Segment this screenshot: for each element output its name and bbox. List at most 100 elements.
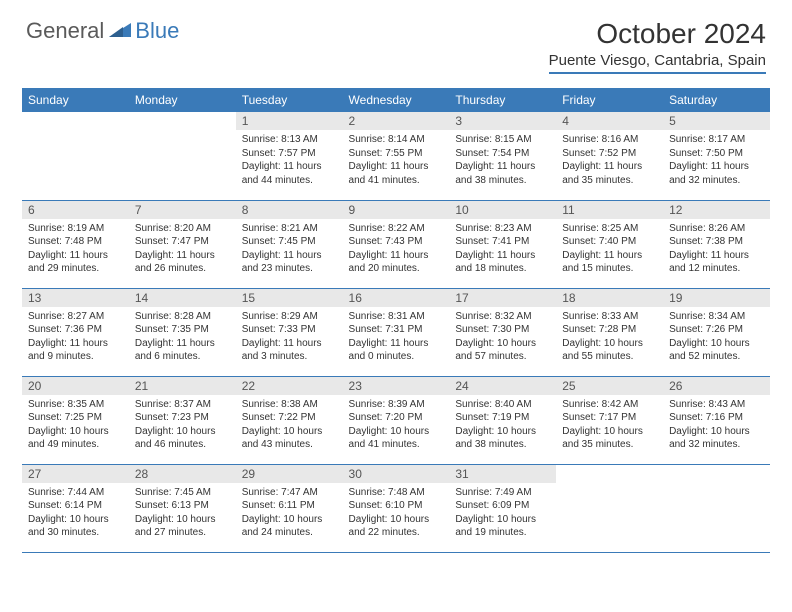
calendar-day-cell: 10Sunrise: 8:23 AMSunset: 7:41 PMDayligh… [449, 200, 556, 288]
weekday-header: Tuesday [236, 88, 343, 112]
calendar-day-cell: 20Sunrise: 8:35 AMSunset: 7:25 PMDayligh… [22, 376, 129, 464]
day-number: 2 [343, 112, 450, 130]
calendar-row: 6Sunrise: 8:19 AMSunset: 7:48 PMDaylight… [22, 200, 770, 288]
calendar-day-cell: 3Sunrise: 8:15 AMSunset: 7:54 PMDaylight… [449, 112, 556, 200]
logo-text-blue: Blue [135, 18, 179, 44]
day-details: Sunrise: 7:49 AMSunset: 6:09 PMDaylight:… [449, 483, 556, 543]
day-number: 20 [22, 377, 129, 395]
day-details: Sunrise: 7:45 AMSunset: 6:13 PMDaylight:… [129, 483, 236, 543]
day-details: Sunrise: 8:34 AMSunset: 7:26 PMDaylight:… [663, 307, 770, 367]
calendar-day-cell: 11Sunrise: 8:25 AMSunset: 7:40 PMDayligh… [556, 200, 663, 288]
day-number: 14 [129, 289, 236, 307]
day-number: 6 [22, 201, 129, 219]
calendar-body: 1Sunrise: 8:13 AMSunset: 7:57 PMDaylight… [22, 112, 770, 552]
calendar-day-cell: 14Sunrise: 8:28 AMSunset: 7:35 PMDayligh… [129, 288, 236, 376]
day-details: Sunrise: 8:25 AMSunset: 7:40 PMDaylight:… [556, 219, 663, 279]
calendar-row: 20Sunrise: 8:35 AMSunset: 7:25 PMDayligh… [22, 376, 770, 464]
day-details: Sunrise: 8:43 AMSunset: 7:16 PMDaylight:… [663, 395, 770, 455]
calendar-table: SundayMondayTuesdayWednesdayThursdayFrid… [22, 88, 770, 553]
day-details: Sunrise: 8:40 AMSunset: 7:19 PMDaylight:… [449, 395, 556, 455]
calendar-day-cell: 31Sunrise: 7:49 AMSunset: 6:09 PMDayligh… [449, 464, 556, 552]
calendar-empty-cell [663, 464, 770, 552]
calendar-row: 1Sunrise: 8:13 AMSunset: 7:57 PMDaylight… [22, 112, 770, 200]
day-number: 5 [663, 112, 770, 130]
calendar-day-cell: 26Sunrise: 8:43 AMSunset: 7:16 PMDayligh… [663, 376, 770, 464]
calendar-day-cell: 5Sunrise: 8:17 AMSunset: 7:50 PMDaylight… [663, 112, 770, 200]
calendar-day-cell: 30Sunrise: 7:48 AMSunset: 6:10 PMDayligh… [343, 464, 450, 552]
day-number: 18 [556, 289, 663, 307]
weekday-header: Wednesday [343, 88, 450, 112]
day-number: 9 [343, 201, 450, 219]
day-number: 15 [236, 289, 343, 307]
calendar-day-cell: 19Sunrise: 8:34 AMSunset: 7:26 PMDayligh… [663, 288, 770, 376]
weekday-header: Saturday [663, 88, 770, 112]
day-details: Sunrise: 7:48 AMSunset: 6:10 PMDaylight:… [343, 483, 450, 543]
day-number: 28 [129, 465, 236, 483]
day-details: Sunrise: 8:16 AMSunset: 7:52 PMDaylight:… [556, 130, 663, 190]
day-number: 19 [663, 289, 770, 307]
calendar-day-cell: 25Sunrise: 8:42 AMSunset: 7:17 PMDayligh… [556, 376, 663, 464]
calendar-empty-cell [129, 112, 236, 200]
day-number: 16 [343, 289, 450, 307]
title-block: October 2024 Puente Viesgo, Cantabria, S… [549, 18, 766, 74]
day-details: Sunrise: 8:21 AMSunset: 7:45 PMDaylight:… [236, 219, 343, 279]
day-number: 27 [22, 465, 129, 483]
day-details: Sunrise: 8:33 AMSunset: 7:28 PMDaylight:… [556, 307, 663, 367]
calendar-day-cell: 8Sunrise: 8:21 AMSunset: 7:45 PMDaylight… [236, 200, 343, 288]
day-details: Sunrise: 8:14 AMSunset: 7:55 PMDaylight:… [343, 130, 450, 190]
calendar-day-cell: 17Sunrise: 8:32 AMSunset: 7:30 PMDayligh… [449, 288, 556, 376]
header: General Blue October 2024 Puente Viesgo,… [0, 0, 792, 80]
month-title: October 2024 [549, 18, 766, 50]
day-details: Sunrise: 8:22 AMSunset: 7:43 PMDaylight:… [343, 219, 450, 279]
day-details: Sunrise: 8:35 AMSunset: 7:25 PMDaylight:… [22, 395, 129, 455]
day-number: 17 [449, 289, 556, 307]
day-number: 31 [449, 465, 556, 483]
day-number: 24 [449, 377, 556, 395]
day-details: Sunrise: 8:37 AMSunset: 7:23 PMDaylight:… [129, 395, 236, 455]
calendar-day-cell: 22Sunrise: 8:38 AMSunset: 7:22 PMDayligh… [236, 376, 343, 464]
weekday-header: Sunday [22, 88, 129, 112]
day-number: 12 [663, 201, 770, 219]
day-number: 4 [556, 112, 663, 130]
calendar-row: 13Sunrise: 8:27 AMSunset: 7:36 PMDayligh… [22, 288, 770, 376]
day-number: 7 [129, 201, 236, 219]
day-number: 25 [556, 377, 663, 395]
day-details: Sunrise: 8:20 AMSunset: 7:47 PMDaylight:… [129, 219, 236, 279]
calendar-day-cell: 21Sunrise: 8:37 AMSunset: 7:23 PMDayligh… [129, 376, 236, 464]
calendar-day-cell: 29Sunrise: 7:47 AMSunset: 6:11 PMDayligh… [236, 464, 343, 552]
day-details: Sunrise: 8:27 AMSunset: 7:36 PMDaylight:… [22, 307, 129, 367]
day-number: 29 [236, 465, 343, 483]
calendar-day-cell: 9Sunrise: 8:22 AMSunset: 7:43 PMDaylight… [343, 200, 450, 288]
day-details: Sunrise: 8:28 AMSunset: 7:35 PMDaylight:… [129, 307, 236, 367]
calendar-day-cell: 12Sunrise: 8:26 AMSunset: 7:38 PMDayligh… [663, 200, 770, 288]
day-number: 26 [663, 377, 770, 395]
calendar-day-cell: 2Sunrise: 8:14 AMSunset: 7:55 PMDaylight… [343, 112, 450, 200]
calendar-day-cell: 28Sunrise: 7:45 AMSunset: 6:13 PMDayligh… [129, 464, 236, 552]
day-number: 10 [449, 201, 556, 219]
calendar-day-cell: 6Sunrise: 8:19 AMSunset: 7:48 PMDaylight… [22, 200, 129, 288]
calendar-day-cell: 24Sunrise: 8:40 AMSunset: 7:19 PMDayligh… [449, 376, 556, 464]
logo: General Blue [26, 18, 179, 44]
day-number: 3 [449, 112, 556, 130]
day-details: Sunrise: 7:47 AMSunset: 6:11 PMDaylight:… [236, 483, 343, 543]
calendar-day-cell: 27Sunrise: 7:44 AMSunset: 6:14 PMDayligh… [22, 464, 129, 552]
calendar-day-cell: 4Sunrise: 8:16 AMSunset: 7:52 PMDaylight… [556, 112, 663, 200]
day-number: 1 [236, 112, 343, 130]
calendar-day-cell: 16Sunrise: 8:31 AMSunset: 7:31 PMDayligh… [343, 288, 450, 376]
location-text: Puente Viesgo, Cantabria, Spain [549, 52, 766, 74]
calendar-day-cell: 15Sunrise: 8:29 AMSunset: 7:33 PMDayligh… [236, 288, 343, 376]
day-details: Sunrise: 8:19 AMSunset: 7:48 PMDaylight:… [22, 219, 129, 279]
weekday-header: Thursday [449, 88, 556, 112]
calendar-day-cell: 18Sunrise: 8:33 AMSunset: 7:28 PMDayligh… [556, 288, 663, 376]
day-details: Sunrise: 8:31 AMSunset: 7:31 PMDaylight:… [343, 307, 450, 367]
day-details: Sunrise: 8:39 AMSunset: 7:20 PMDaylight:… [343, 395, 450, 455]
weekday-header: Friday [556, 88, 663, 112]
day-details: Sunrise: 8:38 AMSunset: 7:22 PMDaylight:… [236, 395, 343, 455]
day-number: 23 [343, 377, 450, 395]
calendar-day-cell: 13Sunrise: 8:27 AMSunset: 7:36 PMDayligh… [22, 288, 129, 376]
day-details: Sunrise: 8:29 AMSunset: 7:33 PMDaylight:… [236, 307, 343, 367]
calendar-empty-cell [22, 112, 129, 200]
calendar-day-cell: 1Sunrise: 8:13 AMSunset: 7:57 PMDaylight… [236, 112, 343, 200]
day-number: 13 [22, 289, 129, 307]
day-details: Sunrise: 8:15 AMSunset: 7:54 PMDaylight:… [449, 130, 556, 190]
